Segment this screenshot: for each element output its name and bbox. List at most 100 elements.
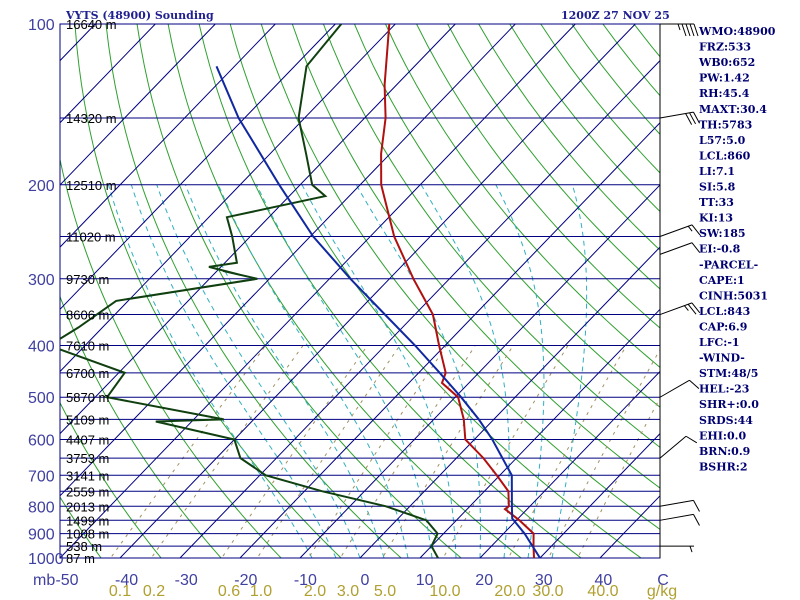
mixing-ratio-label: 0.2 (143, 583, 165, 600)
mixing-ratio-label: 1.0 (250, 583, 272, 600)
pressure-tick-label: 500 (28, 390, 55, 407)
mixing-ratio-line (109, 345, 267, 558)
pressure-tick-label: 400 (28, 339, 55, 356)
height-label: 12510 m (66, 178, 117, 193)
index-item: PW:1.42 (699, 72, 750, 85)
height-label: 5109 m (66, 412, 109, 427)
moist-adiabat (355, 184, 481, 558)
mixing-ratio-label: 0.6 (218, 583, 240, 600)
dry-adiabat (353, 24, 660, 408)
dry-adiabat (291, 24, 660, 489)
dry-adiabat (60, 157, 282, 558)
mixing-ratio-line (150, 345, 304, 558)
wind-barb (659, 513, 700, 526)
dry-adiabat (136, 24, 462, 558)
isotherm (179, 60, 661, 559)
pressure-tick-label: 1000 (28, 551, 64, 568)
mixing-ratio-line (577, 396, 660, 558)
index-item: L57:5.0 (699, 134, 746, 147)
chart-time: 1200Z 27 NOV 25 (561, 9, 670, 22)
plot-area (0, 24, 800, 569)
trace-group (60, 24, 541, 558)
mixing-ratio-label: 10.0 (429, 583, 460, 600)
index-item: -PARCEL- (699, 258, 758, 271)
pressure-unit-label: mb (33, 572, 55, 589)
index-item: SHR+:0.0 (699, 398, 759, 411)
moist-adiabat (495, 184, 545, 558)
height-label: 5870 m (66, 390, 109, 405)
pressure-tick-label: 900 (28, 527, 55, 544)
dry-adiabat (789, 24, 800, 569)
temperature-tick-label: 30 (535, 572, 553, 589)
pressure-tick-label: 600 (28, 433, 55, 450)
isotherm (419, 308, 661, 559)
barb-flag (693, 23, 699, 37)
barb-staff (659, 435, 687, 459)
index-item: RH:45.4 (699, 87, 750, 100)
height-label: 87 m (66, 551, 95, 566)
isotherm (599, 495, 661, 559)
index-item: SI:5.8 (699, 181, 736, 194)
temperature-tick-label: -10 (294, 572, 317, 589)
isotherm (59, 23, 156, 124)
dry-adiabat (105, 24, 402, 558)
isotherm (59, 23, 456, 434)
isotherm (59, 23, 396, 372)
height-label: 538 m (66, 539, 102, 554)
isotherm (539, 433, 661, 559)
barb-staff (659, 224, 693, 237)
dry-adiabat (229, 24, 642, 558)
wind-barb (659, 111, 700, 125)
barb-flag (691, 224, 701, 236)
temperature-tick-label: -50 (55, 572, 78, 589)
height-label: 2013 m (66, 499, 109, 514)
height-label: 3753 m (66, 451, 109, 466)
trace-temperature (380, 24, 535, 558)
isotherm (299, 184, 661, 559)
barb-flag (689, 379, 700, 390)
index-item: LCL:860 (699, 149, 751, 162)
index-item: -WIND- (699, 352, 745, 365)
moist-adiabat (107, 184, 313, 558)
barb-half-flag (687, 225, 693, 232)
mixing-ratio-label: 40.0 (587, 583, 618, 600)
dry-adiabat (60, 295, 222, 558)
wind-barb (659, 302, 701, 316)
mixing-ratio-line (256, 345, 401, 558)
temperature-tick-label: -40 (115, 572, 138, 589)
barb-half-flag (689, 545, 693, 553)
barb-staff (659, 499, 694, 507)
isotherm (59, 23, 96, 61)
barb-staff (659, 111, 694, 119)
index-item: WMO:48900 (698, 25, 776, 38)
wind-barb (659, 224, 701, 237)
mixing-ratio-label: 3.0 (337, 583, 359, 600)
index-item: LFC:-1 (699, 336, 740, 349)
moist-adiabat (156, 184, 361, 558)
mixing-ratio-label: 30.0 (532, 583, 563, 600)
mixing-ratio-label: 5.0 (374, 583, 396, 600)
index-item: MAXT:30.4 (699, 103, 767, 116)
barb-flag (687, 303, 697, 315)
index-item: FRZ:533 (699, 41, 751, 54)
index-item: BSHR:2 (699, 460, 748, 473)
pressure-tick-label: 300 (28, 272, 55, 289)
height-label: 4407 m (66, 433, 109, 448)
temperature-tick-label: 10 (416, 572, 434, 589)
dry-adiabat (385, 24, 660, 369)
isotherm (59, 23, 276, 248)
index-item: SRDS:44 (699, 414, 753, 427)
height-label: 11020 m (66, 229, 116, 244)
dry-adiabat (0, 24, 49, 569)
temperature-tick-label: -30 (175, 572, 198, 589)
mixing-ratio-line (307, 345, 447, 558)
barb-flag (693, 111, 700, 124)
barb-staff (659, 302, 693, 316)
height-label: 3141 m (66, 468, 109, 483)
isotherm (119, 23, 636, 559)
pressure-tick-label: 200 (28, 178, 55, 195)
wind-barb (659, 435, 698, 459)
barb-flag (689, 23, 695, 37)
index-item: HEL:-23 (699, 383, 749, 396)
